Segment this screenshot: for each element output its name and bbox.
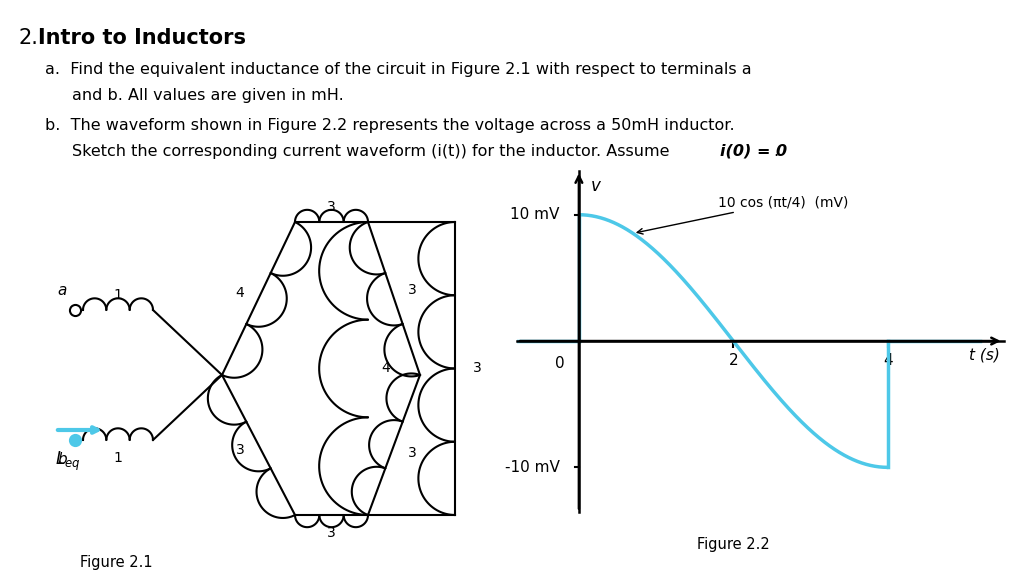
Text: 3: 3 [408,446,417,460]
Text: Figure 2.1: Figure 2.1 [80,555,153,570]
Text: 10 mV: 10 mV [510,207,559,222]
Text: 4: 4 [382,361,390,375]
Text: -10 mV: -10 mV [505,460,559,475]
Text: b.  The waveform shown in Figure 2.2 represents the voltage across a 50mH induct: b. The waveform shown in Figure 2.2 repr… [45,118,734,133]
Text: Intro to Inductors: Intro to Inductors [38,28,246,48]
Text: a.  Find the equivalent inductance of the circuit in Figure 2.1 with respect to : a. Find the equivalent inductance of the… [45,62,752,77]
Text: Sketch the corresponding current waveform (i(t)) for the inductor. Assume: Sketch the corresponding current wavefor… [72,144,675,159]
Text: b: b [57,452,67,467]
Text: 1: 1 [114,451,123,465]
Text: a: a [57,283,67,298]
Text: 3: 3 [327,200,336,214]
Text: 3: 3 [327,526,336,540]
Text: .: . [773,144,778,159]
Text: 1: 1 [114,288,123,302]
Text: 3: 3 [408,283,417,297]
Text: t (s): t (s) [969,348,999,362]
Text: 10 cos (πt/4)  (mV): 10 cos (πt/4) (mV) [637,195,848,234]
Text: v: v [591,177,600,195]
Text: 4: 4 [236,286,245,300]
Text: 3: 3 [236,443,245,457]
Text: Figure 2.2: Figure 2.2 [697,537,770,552]
Text: and b. All values are given in mH.: and b. All values are given in mH. [72,88,344,103]
Text: 2.: 2. [18,28,38,48]
Text: $L_{eq}$: $L_{eq}$ [55,450,80,473]
Text: 0: 0 [555,356,564,371]
Text: 3: 3 [473,361,481,375]
Text: i(0) = 0: i(0) = 0 [720,144,787,159]
